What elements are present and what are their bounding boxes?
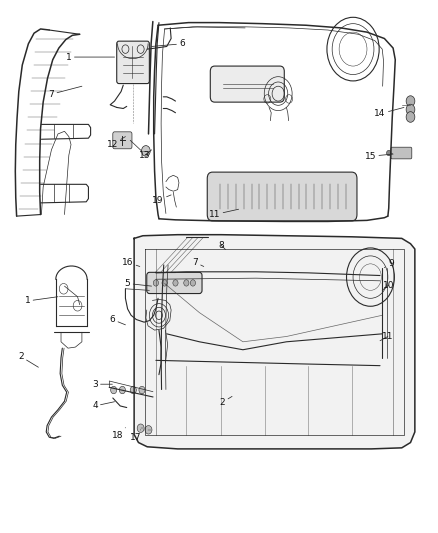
Circle shape bbox=[406, 112, 415, 122]
Text: 7: 7 bbox=[49, 86, 82, 99]
Text: 19: 19 bbox=[152, 195, 171, 205]
Text: 3: 3 bbox=[92, 379, 113, 389]
Circle shape bbox=[184, 280, 189, 286]
Circle shape bbox=[111, 386, 117, 394]
Text: 17: 17 bbox=[130, 430, 141, 442]
Circle shape bbox=[406, 96, 415, 107]
Text: 5: 5 bbox=[125, 279, 152, 288]
Text: 7: 7 bbox=[192, 258, 204, 266]
FancyBboxPatch shape bbox=[147, 272, 202, 294]
FancyBboxPatch shape bbox=[113, 132, 132, 149]
Circle shape bbox=[387, 150, 391, 156]
Text: 9: 9 bbox=[385, 260, 394, 268]
Circle shape bbox=[145, 425, 152, 434]
Text: 11: 11 bbox=[380, 332, 394, 341]
Polygon shape bbox=[134, 235, 415, 449]
FancyBboxPatch shape bbox=[391, 147, 412, 159]
Text: 4: 4 bbox=[92, 401, 115, 410]
Circle shape bbox=[406, 104, 415, 115]
Text: 16: 16 bbox=[122, 258, 140, 266]
Text: 11: 11 bbox=[209, 209, 239, 219]
Text: 6: 6 bbox=[152, 39, 185, 49]
Circle shape bbox=[137, 424, 144, 432]
Circle shape bbox=[119, 386, 125, 394]
Circle shape bbox=[173, 280, 178, 286]
FancyBboxPatch shape bbox=[117, 41, 149, 84]
Text: 13: 13 bbox=[139, 150, 152, 160]
Text: 10: 10 bbox=[382, 280, 395, 290]
Circle shape bbox=[190, 280, 195, 286]
Text: 1: 1 bbox=[25, 296, 58, 305]
FancyBboxPatch shape bbox=[210, 66, 284, 102]
Circle shape bbox=[141, 146, 150, 156]
Text: 12: 12 bbox=[107, 136, 125, 149]
Text: 15: 15 bbox=[365, 152, 393, 161]
Text: 1: 1 bbox=[66, 53, 115, 62]
Text: 2: 2 bbox=[220, 397, 232, 407]
Circle shape bbox=[139, 386, 145, 394]
Text: 8: 8 bbox=[218, 241, 226, 250]
FancyBboxPatch shape bbox=[207, 172, 357, 221]
Circle shape bbox=[162, 280, 167, 286]
Text: 14: 14 bbox=[374, 108, 404, 118]
Circle shape bbox=[130, 386, 136, 394]
Circle shape bbox=[153, 280, 159, 286]
Text: 18: 18 bbox=[112, 427, 125, 440]
Text: 2: 2 bbox=[18, 352, 39, 367]
Text: 6: 6 bbox=[110, 315, 125, 325]
